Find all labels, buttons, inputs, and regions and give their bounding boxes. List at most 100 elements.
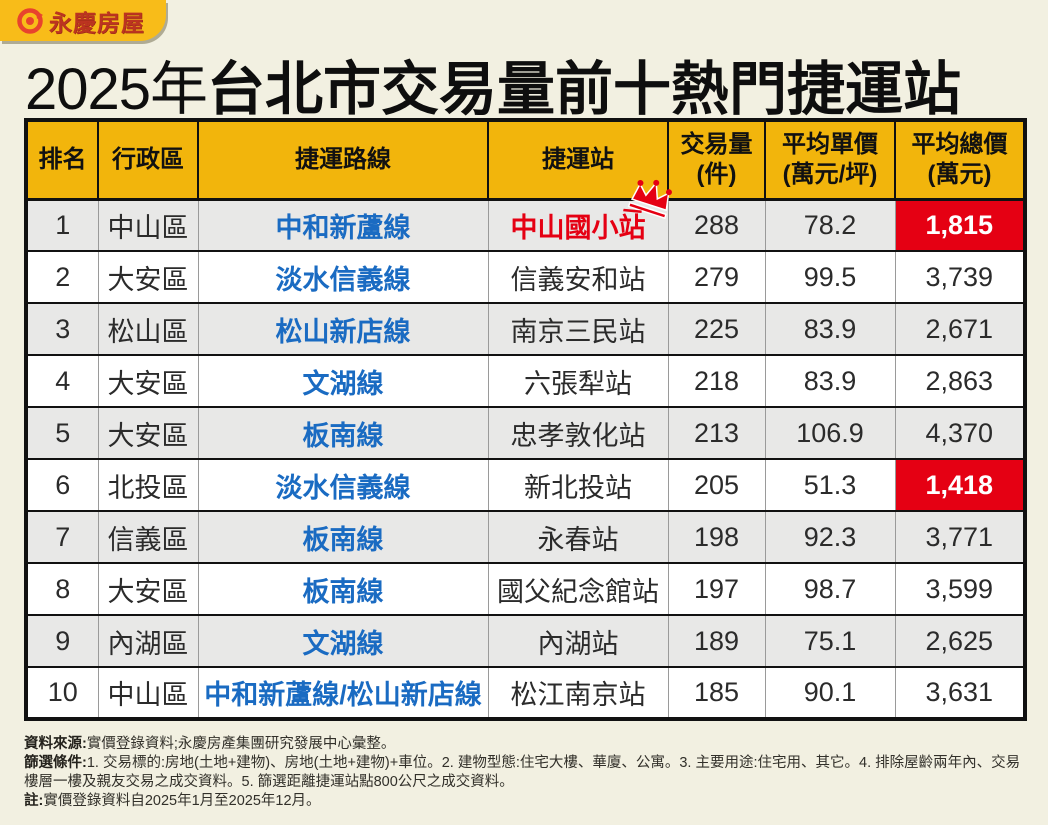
filter-label: 篩選條件: xyxy=(24,755,87,771)
yungching-logo-icon xyxy=(17,7,43,34)
station-cell: 內湖站 xyxy=(487,614,669,668)
brand-logo-text: 永慶房屋 xyxy=(49,9,145,36)
source-note: 資料來源:實價登錄資料;永慶房產集團研究發展中心彙整。 xyxy=(24,735,1026,754)
district-cell: 松山區 xyxy=(97,302,199,356)
col-header-volume: 交易量 (件) xyxy=(667,119,766,201)
source-label: 資料來源: xyxy=(24,736,87,752)
title-main: 台北市交易量前十熱門捷運站 xyxy=(207,57,962,122)
table-row: 6 北投區 淡水信義線 新北投站 205 51.3 1,418 xyxy=(25,458,1026,512)
volume-cell: 189 xyxy=(667,614,766,668)
rank-cell: 2 xyxy=(25,250,99,304)
total-price-cell: 2,671 xyxy=(894,302,1026,356)
col-header-district: 行政區 xyxy=(97,119,199,201)
filter-text: 1. 交易標的:房地(土地+建物)、房地(土地+建物)+車位。2. 建物型態:住… xyxy=(24,755,1021,790)
district-cell: 大安區 xyxy=(97,562,199,616)
table-row: 9 內湖區 文湖線 內湖站 189 75.1 2,625 xyxy=(25,614,1026,668)
line-cell: 松山新店線 xyxy=(197,302,489,356)
table-row: 1 中山區 中和新蘆線 中山國小站 288 78.2 1,815 xyxy=(25,198,1026,252)
volume-cell: 225 xyxy=(667,302,766,356)
table-row: 4 大安區 文湖線 六張犁站 218 83.9 2,863 xyxy=(25,354,1026,408)
volume-cell: 288 xyxy=(667,198,766,252)
volume-cell: 197 xyxy=(667,562,766,616)
district-cell: 大安區 xyxy=(97,250,199,304)
rank-cell: 5 xyxy=(25,406,99,460)
line-cell: 文湖線 xyxy=(197,614,489,668)
rank-cell: 8 xyxy=(25,562,99,616)
station-cell: 忠孝敦化站 xyxy=(487,406,669,460)
rank-cell: 9 xyxy=(25,614,99,668)
volume-cell: 185 xyxy=(667,666,766,720)
rank-cell: 6 xyxy=(25,458,99,512)
date-note: 註:實價登錄資料自2025年1月至2025年12月。 xyxy=(24,792,1026,811)
page-title: 2025年台北市交易量前十熱門捷運站 xyxy=(25,42,961,126)
station-cell: 信義安和站 xyxy=(487,250,669,304)
total-price-cell: 3,631 xyxy=(894,666,1026,720)
rank-cell: 3 xyxy=(25,302,99,356)
line-cell: 板南線 xyxy=(197,510,489,564)
volume-cell: 198 xyxy=(667,510,766,564)
volume-cell: 218 xyxy=(667,354,766,408)
total-price-cell-highlight: 1,418 xyxy=(894,458,1026,512)
unit-price-cell: 98.7 xyxy=(764,562,896,616)
brand-banner: 永慶房屋 xyxy=(0,0,166,41)
ranking-table: 排名 行政區 捷運路線 捷運站 交易量 (件) 平均單價 (萬元/坪) 平均總價… xyxy=(24,118,1027,721)
date-text: 實價登錄資料自2025年1月至2025年12月。 xyxy=(43,793,321,809)
unit-price-cell: 90.1 xyxy=(764,666,896,720)
col-header-rank: 排名 xyxy=(25,119,99,201)
volume-cell: 205 xyxy=(667,458,766,512)
total-price-cell: 3,771 xyxy=(894,510,1026,564)
line-cell: 板南線 xyxy=(197,562,489,616)
district-cell: 大安區 xyxy=(97,406,199,460)
total-price-cell: 4,370 xyxy=(894,406,1026,460)
col-header-line: 捷運路線 xyxy=(197,119,489,201)
total-price-cell: 3,599 xyxy=(894,562,1026,616)
header-row: 排名 行政區 捷運路線 捷運站 交易量 (件) 平均單價 (萬元/坪) 平均總價… xyxy=(25,119,1026,201)
station-cell: 南京三民站 xyxy=(487,302,669,356)
rank-cell: 7 xyxy=(25,510,99,564)
table-row: 5 大安區 板南線 忠孝敦化站 213 106.9 4,370 xyxy=(25,406,1026,460)
station-cell-top1: 中山國小站 xyxy=(487,198,669,252)
district-cell: 內湖區 xyxy=(97,614,199,668)
volume-cell: 279 xyxy=(667,250,766,304)
unit-price-cell: 106.9 xyxy=(764,406,896,460)
district-cell: 中山區 xyxy=(97,198,199,252)
unit-price-cell: 92.3 xyxy=(764,510,896,564)
table-row: 7 信義區 板南線 永春站 198 92.3 3,771 xyxy=(25,510,1026,564)
station-cell: 松江南京站 xyxy=(487,666,669,720)
unit-price-cell: 99.5 xyxy=(764,250,896,304)
district-cell: 北投區 xyxy=(97,458,199,512)
total-price-cell: 3,739 xyxy=(894,250,1026,304)
table-row: 10 中山區 中和新蘆線/松山新店線 松江南京站 185 90.1 3,631 xyxy=(25,666,1026,720)
source-text: 實價登錄資料;永慶房產集團研究發展中心彙整。 xyxy=(86,736,396,752)
line-cell: 中和新蘆線 xyxy=(197,198,489,252)
unit-price-cell: 83.9 xyxy=(764,354,896,408)
title-year: 2025年 xyxy=(25,57,208,122)
station-cell: 國父紀念館站 xyxy=(487,562,669,616)
district-cell: 信義區 xyxy=(97,510,199,564)
line-cell: 中和新蘆線/松山新店線 xyxy=(197,666,489,720)
station-cell: 新北投站 xyxy=(487,458,669,512)
table-row: 3 松山區 松山新店線 南京三民站 225 83.9 2,671 xyxy=(25,302,1026,356)
line-cell: 板南線 xyxy=(197,406,489,460)
line-cell: 文湖線 xyxy=(197,354,489,408)
date-label: 註: xyxy=(24,793,44,809)
station-cell: 六張犁站 xyxy=(487,354,669,408)
col-header-unit-price: 平均單價 (萬元/坪) xyxy=(764,119,896,201)
col-header-station: 捷運站 xyxy=(487,119,669,201)
station-cell: 永春站 xyxy=(487,510,669,564)
unit-price-cell: 75.1 xyxy=(764,614,896,668)
total-price-cell-highlight: 1,815 xyxy=(894,198,1026,252)
rank-cell: 4 xyxy=(25,354,99,408)
rank-cell: 10 xyxy=(25,666,99,720)
footer-notes: 資料來源:實價登錄資料;永慶房產集團研究發展中心彙整。 篩選條件:1. 交易標的… xyxy=(24,735,1026,811)
table-row: 2 大安區 淡水信義線 信義安和站 279 99.5 3,739 xyxy=(25,250,1026,304)
line-cell: 淡水信義線 xyxy=(197,458,489,512)
unit-price-cell: 83.9 xyxy=(764,302,896,356)
district-cell: 大安區 xyxy=(97,354,199,408)
volume-cell: 213 xyxy=(667,406,766,460)
district-cell: 中山區 xyxy=(97,666,199,720)
filter-note: 篩選條件:1. 交易標的:房地(土地+建物)、房地(土地+建物)+車位。2. 建… xyxy=(24,754,1026,792)
rank-cell: 1 xyxy=(25,198,99,252)
total-price-cell: 2,625 xyxy=(894,614,1026,668)
table-row: 8 大安區 板南線 國父紀念館站 197 98.7 3,599 xyxy=(25,562,1026,616)
